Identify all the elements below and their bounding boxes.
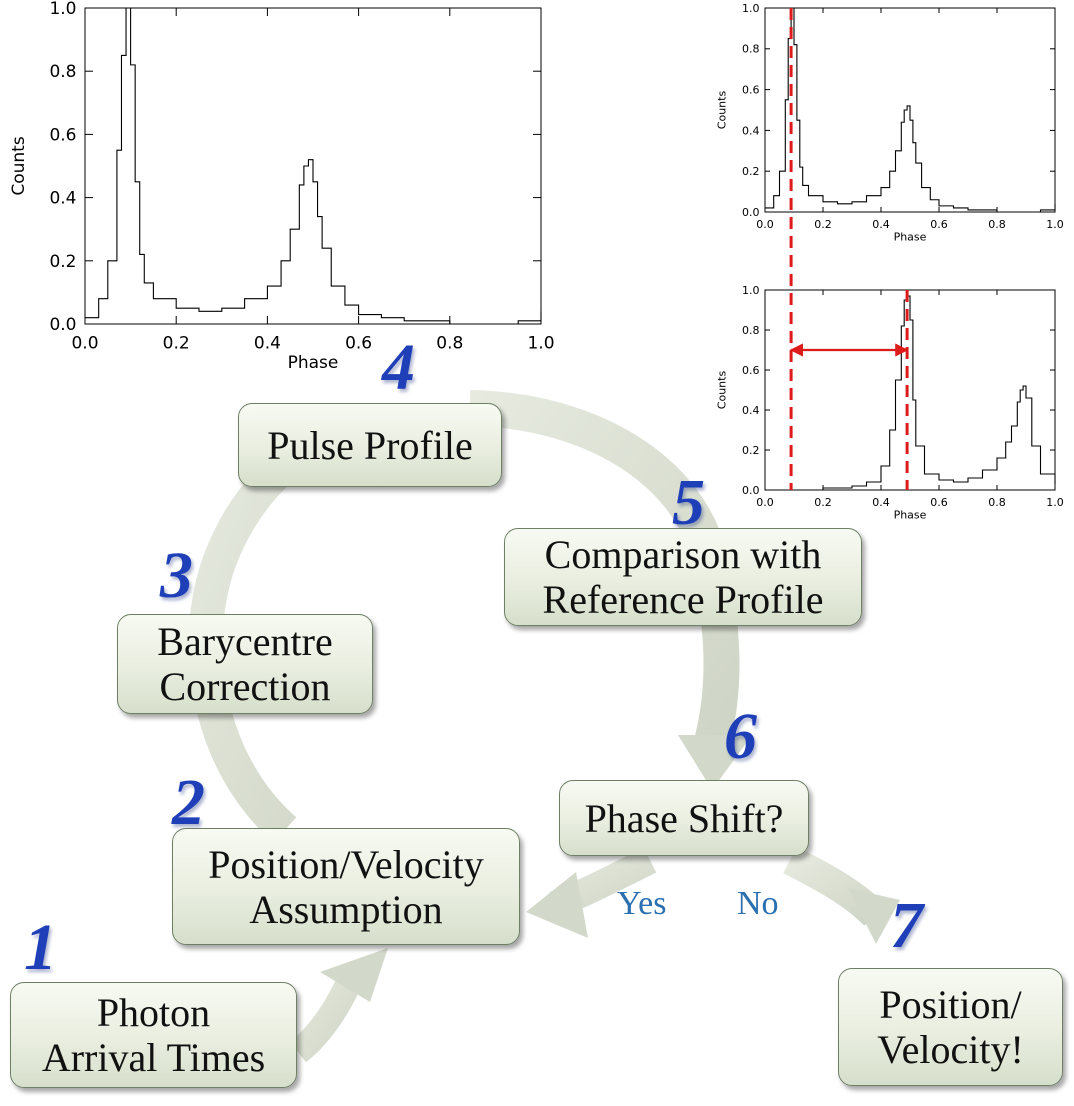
y-axis-label: Counts — [9, 136, 29, 195]
box-pulse-profile: Pulse Profile — [238, 403, 502, 487]
step-number-7: 7 — [890, 889, 923, 962]
chart-shifted-frame — [764, 289, 1056, 491]
y-tick-label: 0.0 — [49, 315, 76, 335]
y-tick-label: 0.2 — [742, 165, 760, 178]
chart-reference-frame — [764, 7, 1056, 213]
chart-reference: 0.0 0.2 0.4 0.6 0.8 1.0 0.0 0.2 0.4 0.6 0.8 1.0 Phas… — [715, 2, 1063, 244]
x-tick-label: 0.4 — [254, 334, 281, 354]
box-pulse-profile-label: Pulse Profile — [267, 422, 473, 468]
box-phase-shift: Phase Shift? — [559, 780, 809, 856]
y-tick-label: 0.8 — [742, 43, 760, 56]
box-photon-arrival-times-label: Photon Arrival Times — [41, 990, 266, 1080]
step-number-1: 1 — [24, 911, 57, 984]
arrow-photon-to-assumption — [289, 969, 365, 1063]
x-axis-label: Phase — [288, 353, 339, 373]
y-tick-label: 0.4 — [49, 189, 76, 209]
series-line — [765, 295, 1056, 491]
x-tick-label: 0.0 — [756, 218, 774, 231]
y-tick-label: 0.8 — [49, 62, 76, 82]
x-tick-label: 0.2 — [163, 334, 190, 354]
arrowhead-yes — [526, 872, 588, 938]
y-tick-label: 0.4 — [742, 124, 760, 137]
y-tick-label: 0.2 — [742, 444, 760, 457]
x-tick-label: 0.0 — [756, 496, 774, 509]
step-number-6: 6 — [724, 700, 757, 773]
y-tick-label: 1.0 — [742, 2, 760, 15]
x-tick-label: 0.4 — [872, 218, 890, 231]
y-tick-label: 1.0 — [742, 284, 760, 297]
box-phase-shift-label: Phase Shift? — [584, 795, 784, 841]
x-tick-label: 0.8 — [988, 496, 1006, 509]
cycle-arrows — [188, 390, 886, 1063]
x-tick-label: 0.2 — [814, 218, 832, 231]
branch-label-yes: Yes — [617, 885, 667, 922]
box-position-velocity-result-label: Position/ Velocity! — [877, 982, 1024, 1072]
x-axis-label: Phase — [894, 509, 927, 522]
arrowhead-to-phase-shift — [678, 735, 752, 790]
shift-overlay — [789, 8, 909, 490]
y-axis-label: Counts — [715, 371, 728, 410]
x-tick-label: 0.6 — [930, 218, 948, 231]
x-tick-label: 1.0 — [1046, 218, 1064, 231]
box-barycentre-correction: Barycentre Correction — [117, 614, 373, 714]
x-tick-label: 1.0 — [527, 334, 554, 354]
box-photon-arrival-times: Photon Arrival Times — [10, 982, 297, 1088]
x-tick-label: 1.0 — [1046, 496, 1064, 509]
box-comparison-reference-label: Comparison with Reference Profile — [542, 532, 824, 622]
chart-main-frame — [84, 7, 542, 325]
step-number-4: 4 — [382, 331, 415, 404]
x-tick-label: 0.2 — [814, 496, 832, 509]
y-tick-label: 0.6 — [742, 83, 760, 96]
y-tick-label: 0.8 — [742, 324, 760, 337]
x-tick-label: 0.6 — [345, 334, 372, 354]
series-line — [765, 7, 1056, 213]
box-barycentre-correction-label: Barycentre Correction — [157, 619, 333, 709]
y-tick-label: 0.6 — [742, 364, 760, 377]
box-position-velocity-assumption-label: Position/Velocity Assumption — [208, 841, 484, 932]
chart-main: 0.0 0.2 0.4 0.6 0.8 1.0 0.0 0.2 0.4 0.6 0.8 1.0 Phas… — [9, 0, 555, 373]
box-position-velocity-result: Position/ Velocity! — [838, 968, 1063, 1086]
step-number-5: 5 — [672, 466, 705, 539]
charts-layer: 0.0 0.2 0.4 0.6 0.8 1.0 0.0 0.2 0.4 0.6 0.8 1.0 Phas… — [9, 0, 1064, 522]
arrowhead-no — [848, 888, 900, 944]
step-number-3: 3 — [160, 539, 193, 612]
x-axis-label: Phase — [894, 231, 927, 244]
step-number-2: 2 — [172, 766, 205, 839]
y-tick-label: 0.0 — [742, 484, 760, 497]
y-tick-label: 0.2 — [49, 252, 76, 272]
x-tick-label: 0.6 — [930, 496, 948, 509]
x-tick-label: 0.4 — [872, 496, 890, 509]
x-tick-label: 0.0 — [71, 334, 98, 354]
branch-label-no: No — [737, 885, 779, 922]
series-line — [85, 7, 542, 325]
box-position-velocity-assumption: Position/Velocity Assumption — [172, 828, 520, 945]
arrowhead-to-assumption — [320, 948, 388, 1002]
y-tick-label: 0.6 — [49, 125, 76, 145]
y-axis-label: Counts — [715, 91, 728, 130]
x-tick-label: 0.8 — [436, 334, 463, 354]
cycle-arrowheads — [320, 735, 900, 1002]
x-tick-label: 0.8 — [988, 218, 1006, 231]
y-tick-label: 1.0 — [49, 0, 76, 19]
y-tick-label: 0.4 — [742, 404, 760, 417]
chart-shifted: 0.0 0.2 0.4 0.6 0.8 1.0 0.0 0.2 0.4 0.6 0.8 1.0 Phas… — [715, 284, 1063, 522]
box-comparison-reference: Comparison with Reference Profile — [504, 528, 862, 626]
y-tick-label: 0.0 — [742, 206, 760, 219]
